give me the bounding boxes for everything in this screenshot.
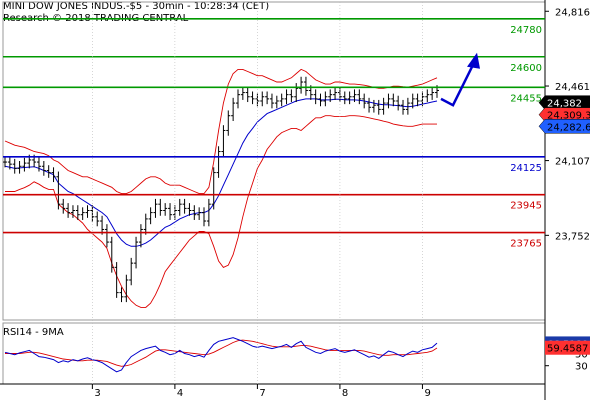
y-tick-label: 23,752 [555,231,590,242]
rsi-panel-frame [2,322,546,385]
rsi-tick-label: 50 [575,350,588,361]
level-label-24600: 24600 [510,63,542,74]
x-tick-label: 7 [259,388,265,399]
rsi-ma-value-badge [545,340,590,355]
y-tick-label: 24,816 [555,7,590,18]
x-tick-label: 9 [424,388,430,399]
bollinger-value-badge-label: 24,309.3 [547,111,590,122]
level-label-24780: 24780 [510,25,542,36]
price-panel-frame [2,1,546,321]
level-label-23945: 23945 [510,201,542,212]
rsi-label: RSI14 - 9MA [3,327,64,338]
rsi-line [4,337,438,373]
x-tick-label: 3 [94,388,100,399]
y-tick-label: 24,461 [555,82,590,93]
forecast-arrow-head [467,52,480,69]
level-label-24125: 24125 [510,163,542,174]
rsi-ma-value-badge-label: 59.4587 [547,344,588,355]
x-tick-label: 4 [177,388,183,399]
level-label-23765: 23765 [510,239,542,250]
chart-title: MINI DOW JONES INDUS.-$5 - 30min - 10:28… [3,1,270,12]
y-tick-label: 24,107 [555,157,590,168]
bollinger-upper-line [4,68,438,195]
ma-value-badge [538,119,590,134]
moving-average-line [4,98,438,247]
last-price-badge-label: 24,382 [547,99,582,110]
level-label-24455: 24455 [510,93,542,104]
forecast-arrow-line [440,56,479,107]
x-tick-label: 8 [342,388,348,399]
rsi-tick-label: 30 [575,362,588,373]
rsi-ma-line [5,339,438,367]
ma-value-badge-label: 24,282.6 [547,122,590,133]
bollinger-lower-line [5,115,437,308]
